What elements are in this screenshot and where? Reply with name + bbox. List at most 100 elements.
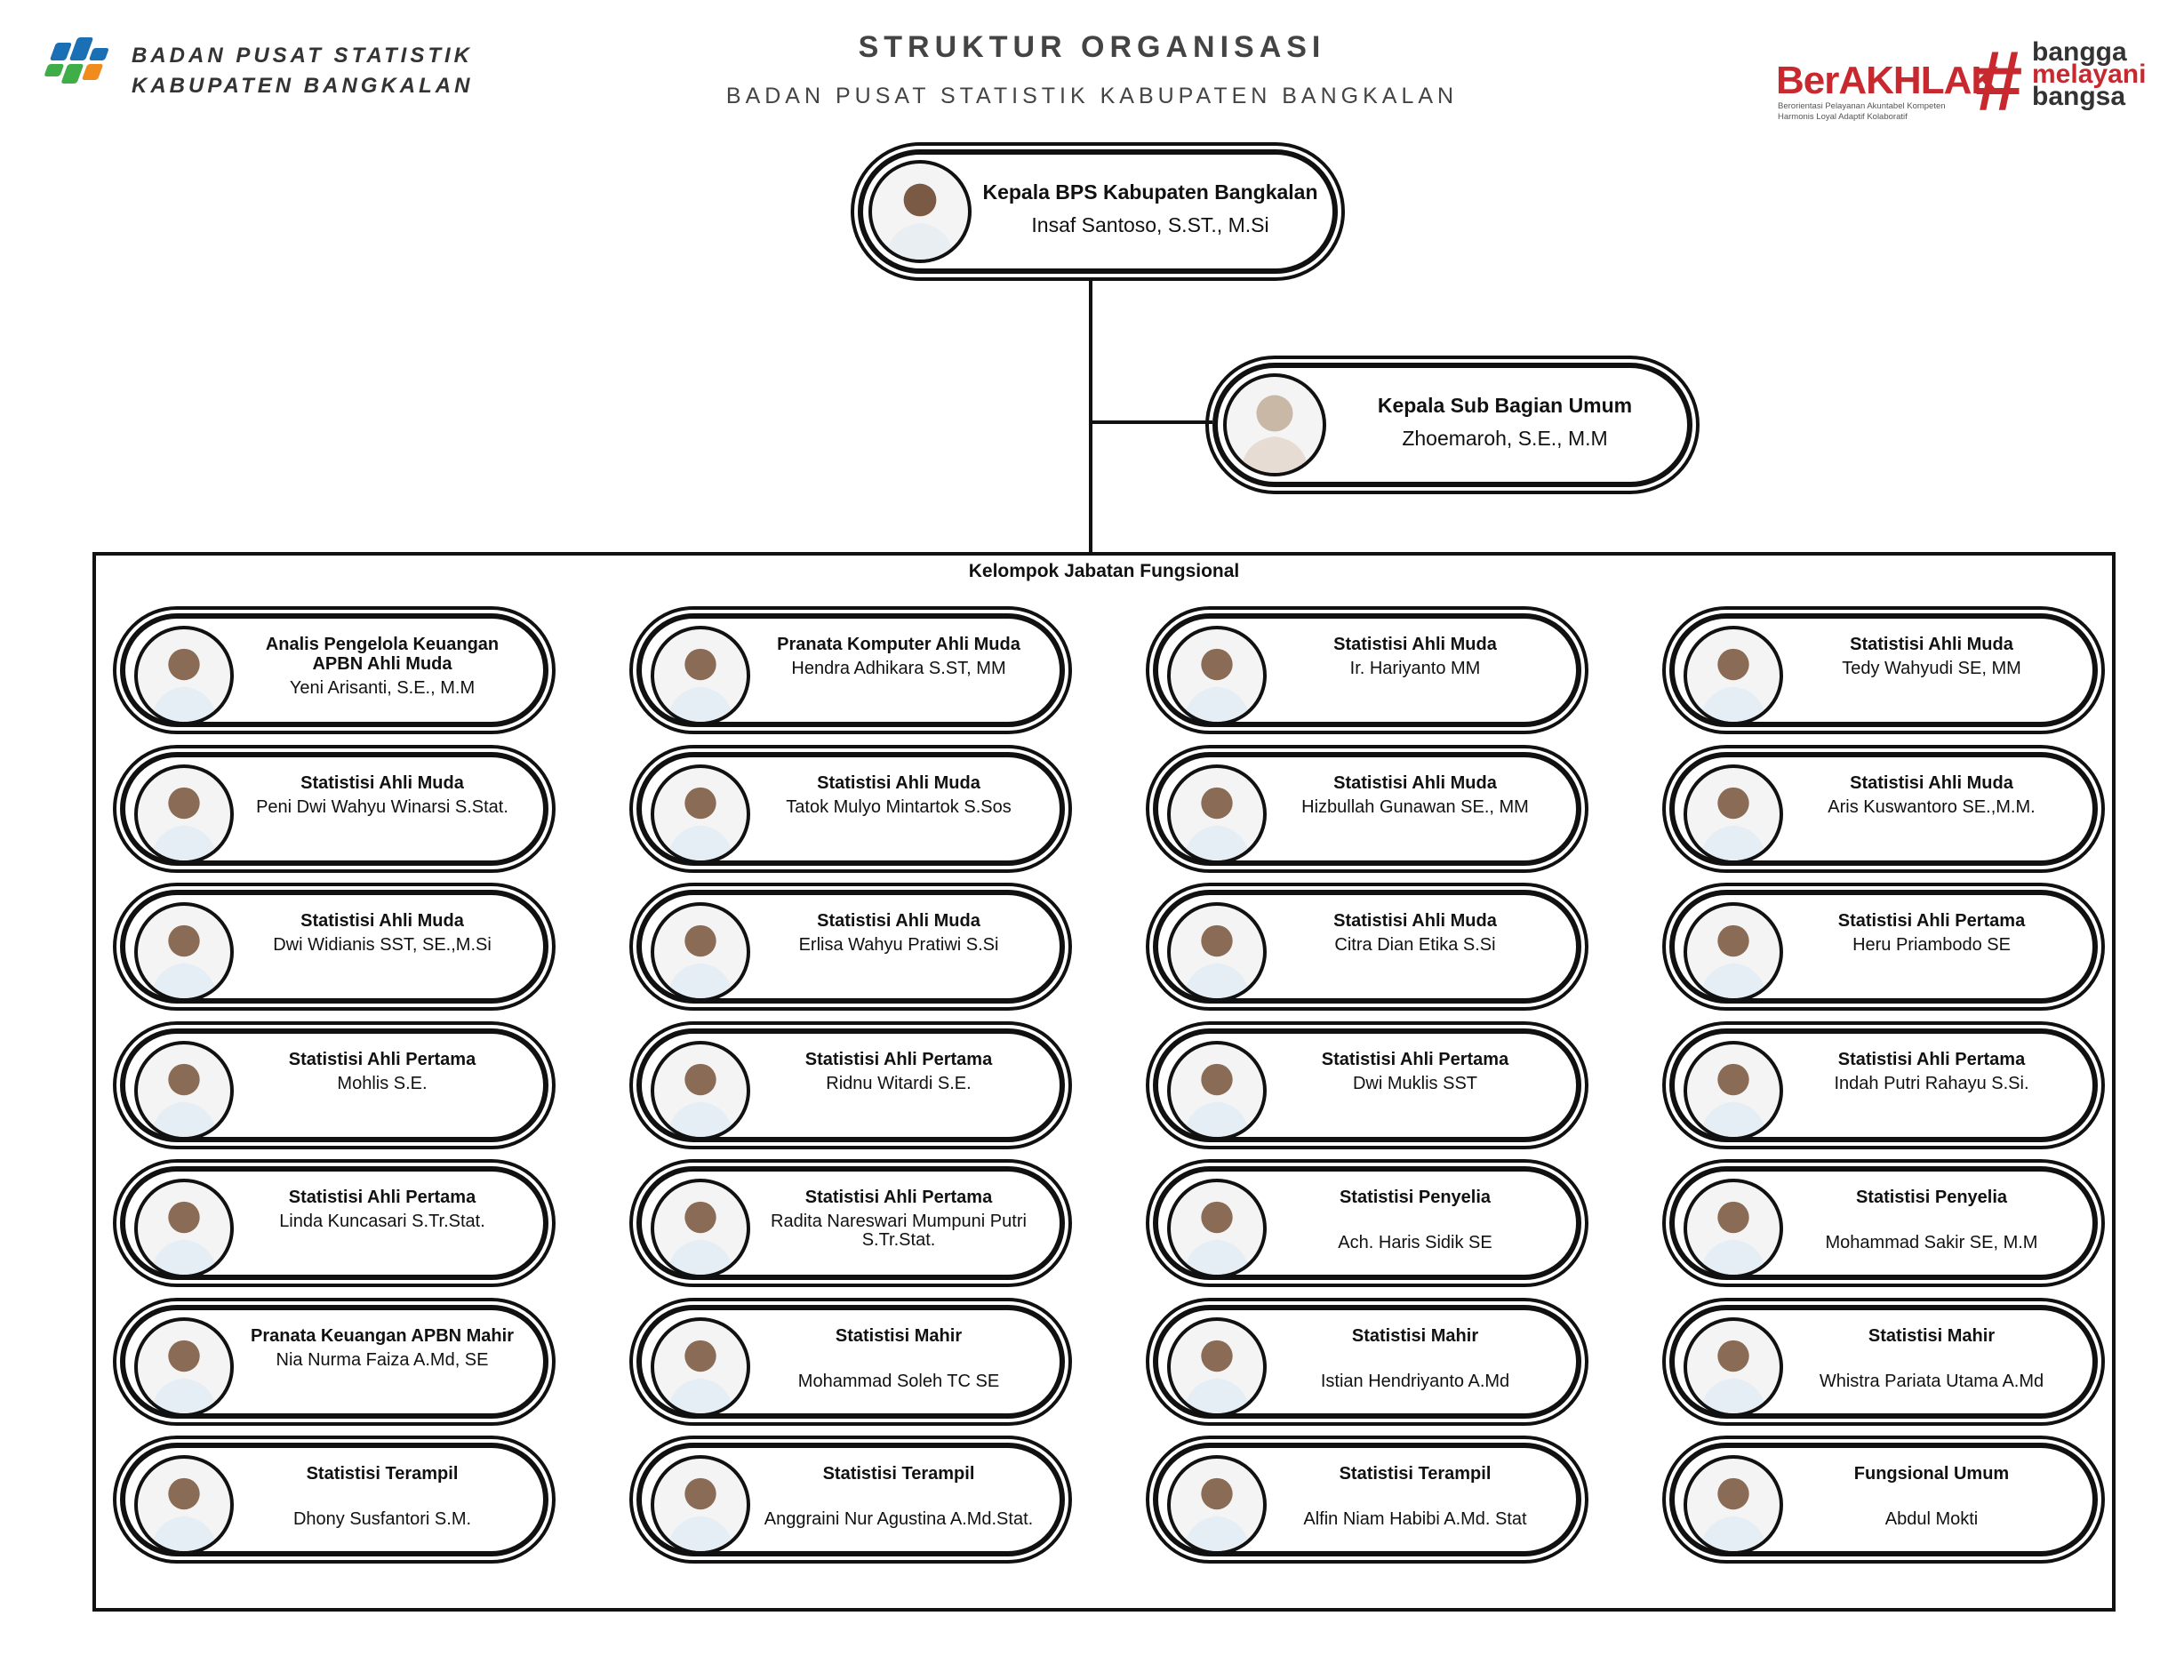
person-position: Statistisi Mahir — [1351, 1325, 1479, 1346]
berakhlak-word: BerAKHLAK — [1776, 59, 1999, 102]
person-card: Statistisi Mahir Mohammad Soleh TC SE — [629, 1297, 1072, 1426]
person-name: Linda Kuncasari S.Tr.Stat. — [279, 1212, 485, 1231]
person-name: Mohammad Soleh TC SE — [797, 1371, 1000, 1391]
person-card: Statistisi Ahli Muda Tatok Mulyo Mintarto… — [629, 744, 1072, 873]
person-card-text: Statistisi Penyelia Ach. Haris Sidik SE — [1272, 1188, 1558, 1252]
person-card: Statistisi Ahli Pertama Linda Kuncasari S… — [113, 1159, 556, 1287]
person-name: Ridnu Witardi S.E. — [826, 1073, 972, 1093]
person-name: Whistra Pariata Utama A.Md — [1819, 1371, 2044, 1391]
berakhlak-tagline-2: Harmonis Loyal Adaptif Kolaboratif — [1778, 112, 1908, 122]
head-text: Kepala BPS Kabupaten Bangkalan Insaf San… — [980, 178, 1320, 240]
person-card: Analis Pengelola Keuangan APBN Ahli Muda… — [113, 606, 556, 734]
person-photo-icon — [1684, 902, 1783, 1002]
person-card-text: Statistisi Ahli Pertama Ridnu Witardi S.E… — [756, 1050, 1042, 1093]
person-card: Statistisi Ahli Pertama Ridnu Witardi S.E… — [629, 1020, 1072, 1149]
person-position: Analis Pengelola Keuangan APBN Ahli Muda — [265, 635, 500, 674]
person-position: Statistisi Ahli Muda — [817, 911, 980, 931]
person-card: Statistisi Ahli Muda Aris Kuswantoro SE.,… — [1662, 744, 2105, 873]
person-name: Yeni Arisanti, S.E., M.M — [289, 678, 476, 698]
person-photo-icon — [134, 902, 234, 1002]
person-photo-icon — [651, 764, 750, 864]
head-title: Kepala BPS Kabupaten Bangkalan — [982, 180, 1318, 204]
person-position: Statistisi Mahir — [835, 1325, 963, 1346]
person-name: Tedy Wahyudi SE, MM — [1842, 659, 2021, 678]
person-card-text: Statistisi Ahli Pertama Heru Priambodo SE — [1788, 911, 2075, 955]
person-name: Mohammad Sakir SE, M.M — [1825, 1233, 2038, 1252]
person-card: Statistisi Ahli Pertama Radita Nareswari … — [629, 1159, 1072, 1287]
person-name: Anggraini Nur Agustina A.Md.Stat. — [764, 1509, 1034, 1529]
person-card: Statistisi Ahli Muda Peni Dwi Wahyu Winar… — [113, 744, 556, 873]
person-position: Statistisi Ahli Pertama — [1321, 1049, 1509, 1069]
person-position: Pranata Komputer Ahli Muda — [777, 635, 1020, 654]
person-card-text: Analis Pengelola Keuangan APBN Ahli Muda… — [239, 635, 525, 698]
person-position: Statistisi Terampil — [822, 1464, 975, 1484]
person-name: Tatok Mulyo Mintartok S.Sos — [786, 796, 1012, 817]
person-card: Statistisi Mahir Istian Hendriyanto A.Md — [1146, 1297, 1588, 1426]
person-card-text: Pranata Komputer Ahli Muda Hendra Adhikar… — [756, 635, 1042, 678]
person-card: Statistisi Ahli Pertama Mohlis S.E. — [113, 1020, 556, 1149]
person-photo-icon — [1684, 1040, 1783, 1140]
head-name: Insaf Santoso, S.ST., M.Si — [1031, 213, 1269, 236]
subbag-title: Kepala Sub Bagian Umum — [1377, 394, 1633, 417]
person-card-text: Statistisi Ahli Muda Tedy Wahyudi SE, MM — [1788, 635, 2075, 678]
person-position: Statistisi Terampil — [306, 1464, 459, 1484]
person-photo-icon — [1684, 1316, 1783, 1417]
person-card: Pranata Keuangan APBN Mahir Nia Nurma Fai… — [113, 1297, 556, 1426]
person-position: Statistisi Ahli Pertama — [288, 1049, 476, 1069]
bangga-text: bangga — [2032, 37, 2127, 67]
person-card: Statistisi Mahir Whistra Pariata Utama A.… — [1662, 1297, 2105, 1426]
org-name-line1: BADAN PUSAT STATISTIK — [132, 44, 473, 68]
person-name: Abdul Mokti — [1884, 1509, 1979, 1529]
person-name: Heru Priambodo SE — [1852, 935, 2011, 955]
person-photo-icon — [1684, 1179, 1783, 1278]
bangsa-text: bangsa — [2032, 82, 2126, 111]
person-name: Indah Putri Rahayu S.Si. — [1834, 1073, 2029, 1093]
org-name-line2: KABUPATEN BANGKALAN — [132, 74, 474, 98]
person-photo-icon — [651, 1179, 750, 1278]
person-card-text: Statistisi Ahli Pertama Linda Kuncasari S… — [239, 1188, 525, 1231]
person-name: Alfin Niam Habibi A.Md. Stat — [1303, 1509, 1527, 1529]
person-name: Peni Dwi Wahyu Winarsi S.Stat. — [256, 796, 508, 817]
head-card: Kepala BPS Kabupaten Bangkalan Insaf San… — [851, 142, 1345, 281]
person-photo-icon — [1167, 902, 1267, 1002]
person-card: Statistisi Terampil Anggraini Nur Agustin… — [629, 1436, 1072, 1564]
person-position: Statistisi Ahli Muda — [1333, 911, 1497, 931]
person-name: Ir. Hariyanto MM — [1349, 659, 1481, 678]
person-card: Statistisi Ahli Muda Dwi Widianis SST, SE… — [113, 883, 556, 1011]
person-position: Statistisi Ahli Muda — [300, 772, 464, 793]
connector-head-vertical — [1089, 279, 1092, 552]
person-name: Aris Kuswantoro SE.,M.M. — [1828, 796, 2036, 817]
person-card: Fungsional Umum Abdul Mokti — [1662, 1436, 2105, 1564]
person-name: Ach. Haris Sidik SE — [1338, 1233, 1492, 1252]
group-label: Kelompok Jabatan Fungsional — [968, 561, 1240, 581]
berakhlak-tagline-1: Berorientasi Pelayanan Akuntabel Kompete… — [1778, 101, 1946, 111]
person-card-text: Statistisi Terampil Anggraini Nur Agustin… — [756, 1464, 1042, 1529]
person-name: Nia Nurma Faiza A.Md, SE — [276, 1349, 489, 1370]
person-photo-icon — [651, 902, 750, 1002]
person-position: Fungsional Umum — [1853, 1464, 2010, 1484]
melayani-text: melayani — [2032, 60, 2147, 89]
hashtag-icon: # — [1975, 34, 2023, 129]
person-card-text: Statistisi Penyelia Mohammad Sakir SE, M.… — [1788, 1188, 2075, 1252]
person-card: Statistisi Ahli Muda Citra Dian Etika S.S… — [1146, 883, 1588, 1011]
page-title: STRUKTUR ORGANISASI — [858, 30, 1326, 64]
person-photo-icon — [134, 1179, 234, 1278]
person-photo-icon — [1684, 764, 1783, 864]
person-photo-icon — [134, 1455, 234, 1555]
person-position: Statistisi Penyelia — [1339, 1188, 1492, 1207]
person-card: Statistisi Penyelia Mohammad Sakir SE, M.… — [1662, 1159, 2105, 1287]
person-card: Statistisi Penyelia Ach. Haris Sidik SE — [1146, 1159, 1588, 1287]
person-position: Pranata Keuangan APBN Mahir — [251, 1325, 514, 1346]
person-photo-icon — [1167, 764, 1267, 864]
person-card-text: Statistisi Ahli Muda Peni Dwi Wahyu Winar… — [239, 773, 525, 817]
person-card: Statistisi Terampil Dhony Susfantori S.M. — [113, 1436, 556, 1564]
person-name: Citra Dian Etika S.Si — [1334, 935, 1496, 955]
person-name: Hizbullah Gunawan SE., MM — [1301, 796, 1529, 817]
person-position: Statistisi Ahli Pertama — [1837, 1049, 2026, 1069]
person-position: Statistisi Ahli Pertama — [804, 1188, 993, 1207]
connector-subbag-horizontal — [1091, 420, 1212, 424]
person-card-text: Statistisi Ahli Pertama Indah Putri Rahay… — [1788, 1050, 2075, 1093]
person-photo-icon — [134, 1040, 234, 1140]
person-photo-icon — [651, 1040, 750, 1140]
person-position: Statistisi Ahli Muda — [817, 772, 980, 793]
